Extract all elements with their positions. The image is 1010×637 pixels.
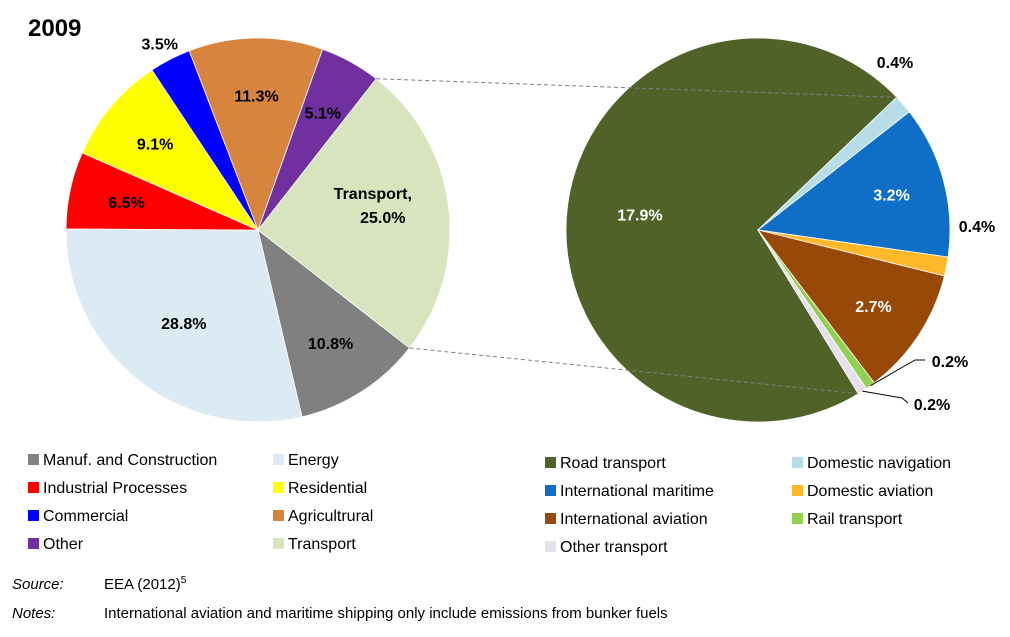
label-industrial-processes: 6.5% — [108, 195, 144, 212]
legend-label: International maritime — [560, 483, 714, 500]
notes-text: International aviation and maritime ship… — [104, 605, 668, 622]
legend-swatch — [545, 457, 556, 468]
legend-swatch — [545, 485, 556, 496]
legend-label: Domestic aviation — [807, 483, 934, 500]
legend-label: Commercial — [43, 508, 129, 525]
notes-key: Notes: — [12, 605, 56, 622]
legend-item-other-transport: Other transport — [545, 539, 668, 557]
slice-residential — [81, 69, 260, 231]
legend-swatch — [792, 485, 803, 496]
label-agricultrural: 11.3% — [234, 89, 278, 106]
legend-swatch — [28, 454, 39, 465]
label-domestic-navigation: 0.4% — [877, 55, 913, 72]
label-other-transport: 0.2% — [914, 397, 950, 414]
legend-label: Industrial Processes — [43, 480, 188, 497]
label-other: 5.1% — [305, 105, 341, 122]
connector-top — [376, 78, 897, 98]
source-footnote: 5 — [180, 575, 187, 586]
label-rail-transport: 0.2% — [932, 354, 968, 371]
legend-item-international-maritime: International maritime — [545, 483, 714, 501]
zoom-connector-lines — [376, 78, 897, 395]
legend-item-residential: Residential — [273, 480, 367, 498]
legend-label: Residential — [288, 480, 368, 497]
legend-label: Transport — [288, 536, 356, 553]
legend-label: International aviation — [560, 511, 708, 528]
legend-label: Domestic navigation — [807, 455, 952, 472]
legend-item-commercial: Commercial — [28, 508, 128, 526]
legend-item-energy: Energy — [273, 452, 339, 470]
legend-item-rail-transport: Rail transport — [792, 511, 902, 529]
legend-item-international-aviation: International aviation — [545, 511, 708, 529]
slice-transport — [257, 78, 451, 349]
legend-item-agricultrural: Agricultrural — [273, 508, 373, 526]
slice-road-transport — [565, 37, 898, 423]
legend-item-other: Other — [28, 536, 83, 554]
label-international-aviation: 2.7% — [855, 299, 891, 316]
legend-item-transport: Transport — [273, 536, 356, 554]
slice-manuf-and-construction — [257, 228, 411, 418]
legend-swatch — [28, 538, 39, 549]
slice-agricultrural — [188, 37, 324, 232]
legend-swatch — [545, 541, 556, 552]
source-row: Source: EEA (2012)5 — [12, 575, 186, 593]
slice-international-aviation — [756, 229, 945, 384]
slice-energy — [65, 228, 303, 423]
slice-other — [257, 48, 377, 231]
legend-label: Rail transport — [807, 511, 903, 528]
label-international-maritime: 3.2% — [873, 187, 909, 204]
leader-rail-transport — [870, 359, 925, 387]
source-key: Source: — [12, 576, 64, 593]
label-transport-name: Transport, — [334, 186, 412, 203]
leader-other-transport — [862, 390, 909, 404]
legend-swatch — [792, 513, 803, 524]
legend-label: Energy — [288, 452, 339, 469]
legend-swatch — [273, 482, 284, 493]
legend-swatch — [792, 457, 803, 468]
legend-item-industrial-processes: Industrial Processes — [28, 480, 187, 498]
label-commercial: 3.5% — [142, 36, 178, 53]
label-road-transport: 17.9% — [617, 208, 662, 225]
legend-label: Road transport — [560, 455, 666, 472]
connector-bottom — [409, 347, 859, 395]
notes-row: Notes: International aviation and maritim… — [12, 605, 668, 622]
chart-title: 2009 — [28, 15, 81, 42]
legend-label: Agricultrural — [288, 508, 374, 525]
label-energy: 28.8% — [161, 316, 206, 333]
legend-label: Manuf. and Construction — [43, 452, 218, 469]
legend-item-domestic-navigation: Domestic navigation — [792, 455, 951, 473]
legend-item-domestic-aviation: Domestic aviation — [792, 483, 933, 501]
source-text: EEA (2012) — [104, 576, 181, 593]
legend-item-manuf-and-construction: Manuf. and Construction — [28, 452, 217, 470]
right-pie — [565, 37, 951, 423]
slice-labels: Transport, 25.0% 10.8% 28.8% 6.5% 9.1% 3.5% 11.… — [108, 36, 995, 414]
legend-swatch — [28, 482, 39, 493]
legend-swatch — [273, 538, 284, 549]
legend-label: Other transport — [560, 539, 668, 556]
legend-label: Other — [43, 536, 84, 553]
label-manuf-and-construction: 10.8% — [308, 336, 353, 353]
legend-swatch — [28, 510, 39, 521]
left-pie — [65, 37, 451, 423]
label-transport-value: 25.0% — [360, 210, 405, 227]
slice-international-maritime — [757, 111, 951, 258]
legend-swatch — [273, 454, 284, 465]
legend-item-road-transport: Road transport — [545, 455, 666, 473]
label-domestic-aviation: 0.4% — [959, 219, 995, 236]
label-residential: 9.1% — [137, 136, 173, 153]
legend-swatch — [545, 513, 556, 524]
emissions-pie-charts: 2009 Transport, 25.0% 10.8% 28.8% 6.5% 9.1% 3.… — [28, 15, 995, 423]
legend-swatch — [273, 510, 284, 521]
